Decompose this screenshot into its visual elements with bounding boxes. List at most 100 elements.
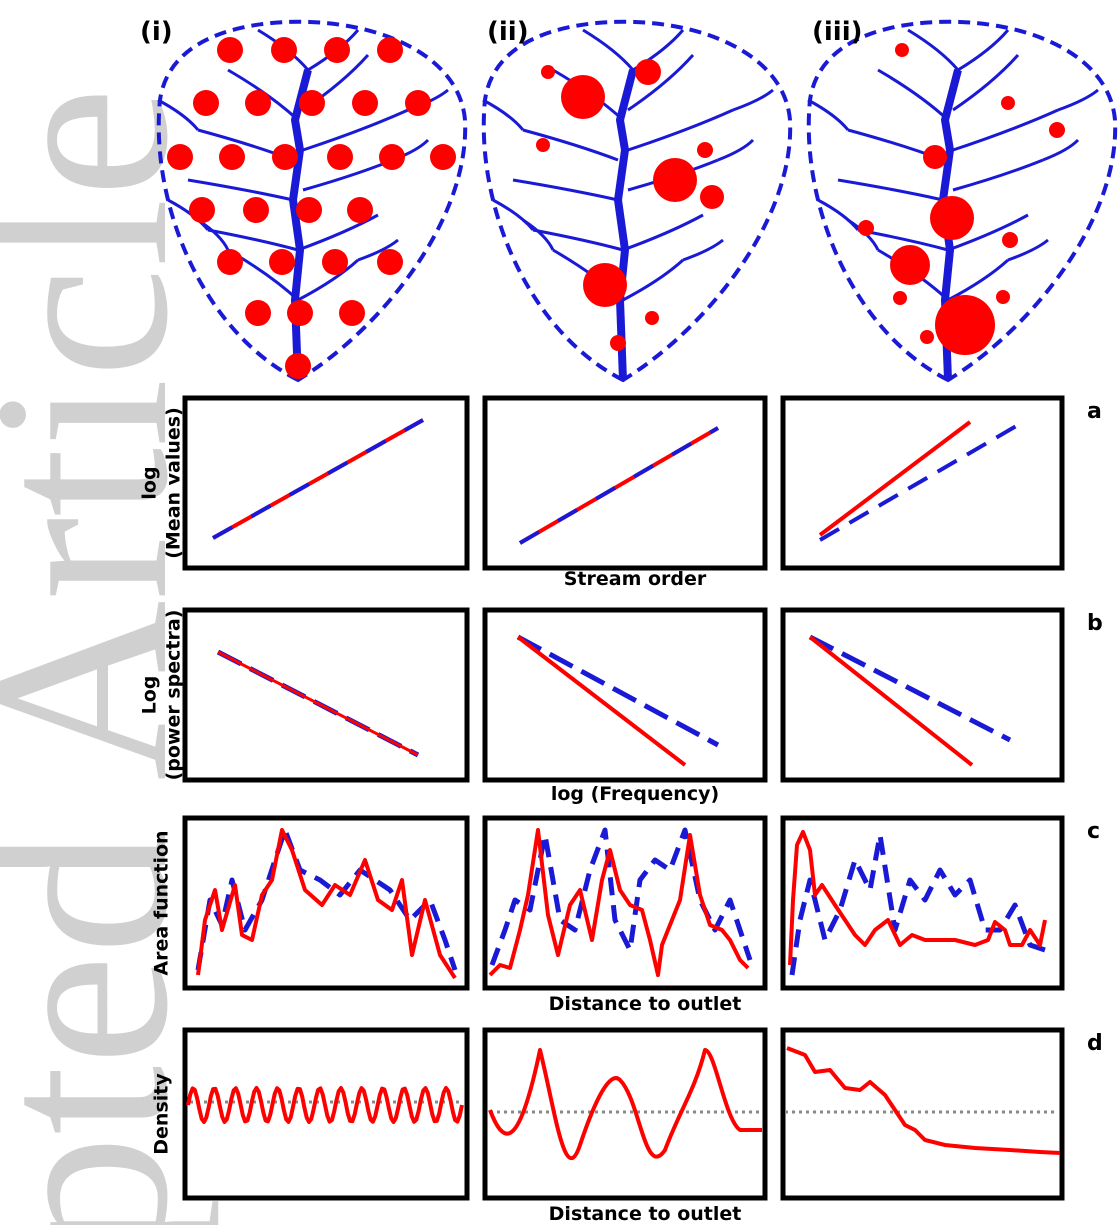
branch <box>623 215 703 250</box>
red-circle <box>322 249 348 275</box>
red-circle <box>193 90 219 116</box>
red-curve <box>787 1048 1060 1153</box>
red-circle <box>610 335 626 351</box>
red-circle <box>285 353 311 379</box>
branch <box>628 55 693 110</box>
row-letter: a <box>1087 399 1102 424</box>
trees <box>158 22 1115 380</box>
red-circle <box>324 37 350 63</box>
y-axis-label: (Mean values) <box>163 407 185 559</box>
branch <box>953 160 1043 190</box>
plot-frame <box>783 398 1062 568</box>
red-line <box>820 422 970 535</box>
red-circle <box>405 90 431 116</box>
plot-frame <box>185 398 467 568</box>
red-circle <box>327 144 353 170</box>
branch <box>628 110 733 150</box>
branch <box>483 100 523 130</box>
red-circle <box>339 300 365 326</box>
red-circle <box>217 249 243 275</box>
red-circle <box>1049 122 1065 138</box>
branch <box>808 100 848 130</box>
panel-header: (ii) <box>487 17 529 47</box>
red-circle <box>920 330 934 344</box>
red-circle <box>700 185 724 209</box>
red-circle <box>299 90 325 116</box>
branch <box>733 90 773 110</box>
branch <box>953 110 1058 150</box>
red-line <box>810 637 972 765</box>
red-circle <box>430 144 456 170</box>
branch <box>908 30 958 70</box>
plot-frame <box>783 1030 1062 1198</box>
red-circle <box>653 158 697 202</box>
red-circle <box>245 90 271 116</box>
y-axis-label: Area function <box>151 830 173 975</box>
red-line <box>790 832 1045 965</box>
x-axis-label: Distance to outlet <box>549 1203 742 1225</box>
y-axis-label: Log <box>139 676 161 715</box>
red-circle <box>377 37 403 63</box>
red-wave <box>490 1050 762 1158</box>
x-axis-label: Distance to outlet <box>549 993 742 1015</box>
red-circle <box>1001 96 1015 110</box>
red-circle <box>189 197 215 223</box>
red-circle <box>347 197 373 223</box>
red-circle <box>635 59 661 85</box>
plot-frame <box>485 1030 765 1198</box>
branch <box>513 180 618 200</box>
panel-header: (iii) <box>812 17 863 47</box>
red-circle <box>858 220 874 236</box>
branch <box>623 260 683 300</box>
red-circle <box>219 144 245 170</box>
y-axis-label: (power spectra) <box>163 610 185 781</box>
branch <box>958 30 1008 70</box>
blue-dashed-line <box>820 425 1018 540</box>
branch <box>1058 90 1098 110</box>
red-circle <box>1002 232 1018 248</box>
red-circle <box>923 145 947 169</box>
y-axis-label: Density <box>151 1073 173 1155</box>
red-circle <box>561 75 605 119</box>
x-axis-label: log (Frequency) <box>551 783 719 805</box>
panel-header: (i) <box>140 17 173 47</box>
red-circle <box>645 311 659 325</box>
red-circle <box>541 65 555 79</box>
red-circle <box>893 291 907 305</box>
red-circle <box>352 90 378 116</box>
plot-frame <box>783 818 1062 988</box>
y-axis-label: log <box>139 466 161 499</box>
red-circle <box>217 37 243 63</box>
branch <box>878 70 948 120</box>
red-circle <box>167 144 193 170</box>
red-line <box>213 420 423 538</box>
red-circle <box>272 144 298 170</box>
branch <box>1043 140 1078 160</box>
branch <box>838 180 943 200</box>
red-circle <box>895 43 909 57</box>
blue-dashed-line <box>810 637 1010 740</box>
red-circle <box>379 144 405 170</box>
row-letter: d <box>1087 1031 1103 1056</box>
red-circle <box>271 37 297 63</box>
red-circle <box>536 138 550 152</box>
row-letter: b <box>1087 611 1103 636</box>
red-circle <box>269 249 295 275</box>
red-line <box>198 830 455 978</box>
red-circle <box>697 142 713 158</box>
red-circle <box>583 263 627 307</box>
blue-dashed-line <box>492 830 750 965</box>
red-line <box>490 830 748 975</box>
red-circle <box>890 245 930 285</box>
plot-frame <box>185 610 467 780</box>
red-circle <box>996 290 1010 304</box>
blue-dashed-line <box>518 637 718 745</box>
x-axis-label: Stream order <box>564 568 707 590</box>
red-circle <box>243 197 269 223</box>
red-circle <box>296 197 322 223</box>
figure: pted Article (i)(ii)(iii)aStream orderlo… <box>0 0 1120 1225</box>
blue-dashed-line <box>792 835 1045 975</box>
branch <box>583 30 633 70</box>
red-circle <box>287 300 313 326</box>
red-wave <box>188 1088 462 1122</box>
